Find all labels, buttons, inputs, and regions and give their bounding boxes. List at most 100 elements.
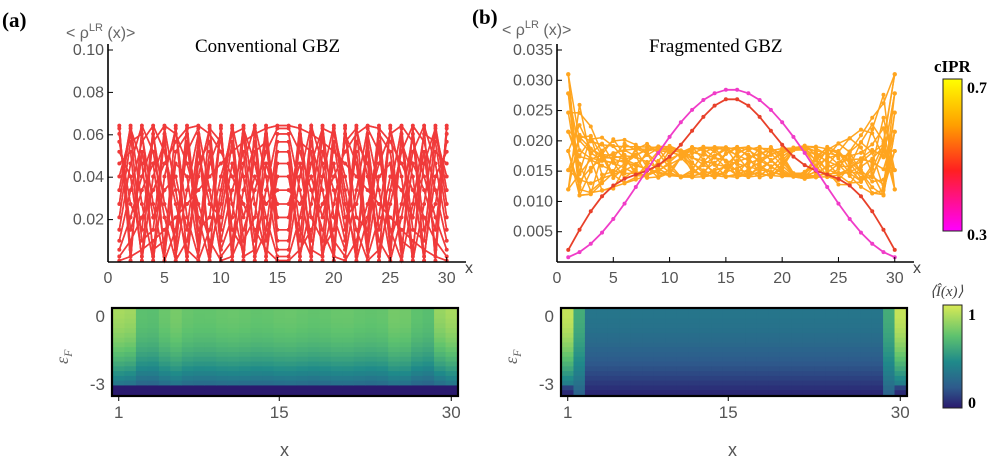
- heat-cell: [353, 380, 366, 387]
- heat-cell: [619, 380, 632, 387]
- heat-cell: [768, 318, 781, 324]
- heat-cell: [825, 309, 838, 315]
- orange-state-14-point-26: [847, 170, 852, 175]
- heat-cell: [250, 385, 263, 391]
- heat-cell: [642, 375, 655, 382]
- heat-cell: [158, 366, 171, 372]
- heat-cell: [411, 356, 424, 363]
- orange-state-4-point-27: [858, 184, 863, 189]
- heat-cell: [711, 309, 724, 315]
- heat-cell: [607, 309, 620, 315]
- heat-cell: [596, 385, 609, 391]
- heat-cell: [779, 337, 792, 344]
- heat-cell: [722, 385, 735, 391]
- orange-state-15-point-12: [690, 173, 695, 178]
- heat-cell: [330, 375, 343, 382]
- heat-cell: [273, 371, 286, 377]
- series-29-point-24: [377, 126, 381, 131]
- series-16-point-11: [230, 161, 235, 166]
- heat-cell: [158, 328, 171, 334]
- heat-cell: [688, 332, 701, 339]
- heat-y-tick-label: -3: [539, 375, 554, 394]
- heat-cell: [802, 361, 815, 367]
- heat-cell: [722, 318, 735, 324]
- heat-cell: [562, 313, 575, 320]
- orange-state-14-point-3: [588, 165, 593, 170]
- series-line-25: [118, 122, 448, 264]
- heat-cell: [848, 318, 861, 324]
- heat-cell: [665, 323, 678, 329]
- ihat-min-label: 0: [968, 395, 976, 412]
- orange-state-20-point-2: [577, 177, 582, 182]
- heat-cell: [376, 337, 389, 344]
- series-29-point-13: [252, 227, 257, 232]
- heat-cell: [642, 361, 655, 367]
- series-26-point-28: [422, 123, 427, 128]
- heat-cell: [573, 352, 586, 358]
- orange-state-17-point-1: [566, 72, 571, 77]
- orange-state-6-point-4: [600, 135, 605, 140]
- heat-cell: [388, 342, 401, 348]
- series-27-point-4: [151, 123, 156, 128]
- heat-cell: [860, 375, 873, 382]
- heat-cell: [204, 337, 217, 344]
- heat-cell: [745, 390, 758, 396]
- heat-cell: [399, 380, 412, 387]
- heat-cell: [894, 356, 907, 363]
- heat-cell: [619, 318, 632, 324]
- heat-cell: [330, 309, 343, 315]
- orange-state-18-point-6: [622, 153, 627, 158]
- red-state-point-20: [780, 142, 785, 147]
- heat-cell: [434, 375, 447, 382]
- heat-cell: [147, 328, 160, 334]
- heat-cell: [584, 361, 597, 367]
- series-30-point-27: [410, 238, 415, 243]
- heat-cell: [296, 375, 309, 382]
- heat-cell: [825, 375, 838, 382]
- y-tick-label: 0.02: [73, 212, 104, 229]
- y-tick-label: 0.06: [73, 127, 104, 144]
- heat-cell: [607, 347, 620, 353]
- heat-cell: [642, 371, 655, 377]
- series-17-point-30: [444, 126, 449, 131]
- heat-cell: [883, 332, 896, 339]
- heat-cell: [676, 366, 689, 372]
- orange-state-8-point-29: [881, 92, 886, 97]
- orange-state-12-point-25: [836, 166, 841, 171]
- series-23-point-14: [264, 139, 268, 144]
- series-23-point-3: [139, 202, 144, 206]
- heat-cell: [688, 371, 701, 377]
- heat-cell: [411, 342, 424, 348]
- heat-cell: [837, 313, 850, 320]
- heat-cell: [422, 347, 435, 353]
- orange-state-19-point-4: [600, 158, 605, 163]
- heat-cell: [216, 318, 229, 324]
- heat-cell: [399, 318, 412, 324]
- y-tick-label: 0.005: [513, 224, 553, 241]
- heat-cell: [285, 366, 298, 372]
- heat-cell: [837, 323, 850, 329]
- heat-cell: [250, 366, 263, 372]
- heat-cell: [711, 390, 724, 396]
- heat-cell: [653, 323, 666, 329]
- cipr-label: cIPR: [934, 57, 972, 76]
- heat-cell: [584, 371, 597, 377]
- orange-state-15-point-17: [746, 155, 751, 160]
- heat-cell: [330, 318, 343, 324]
- series-28-point-15: [275, 126, 280, 131]
- heat-cell: [411, 390, 424, 396]
- heat-cell: [883, 342, 896, 348]
- series-24-point-28: [422, 161, 427, 166]
- heat-cell: [193, 309, 206, 315]
- series-23-point-1: [117, 188, 122, 193]
- heat-cell: [227, 356, 240, 363]
- series-29-point-22: [354, 131, 359, 136]
- heat-cell: [124, 385, 137, 391]
- heat-cell: [883, 337, 896, 344]
- heat-cell: [630, 347, 643, 353]
- heat-cell: [307, 323, 320, 329]
- orange-state-12-point-27: [858, 140, 863, 145]
- orange-state-8-point-18: [757, 175, 762, 180]
- heat-cell: [837, 385, 850, 391]
